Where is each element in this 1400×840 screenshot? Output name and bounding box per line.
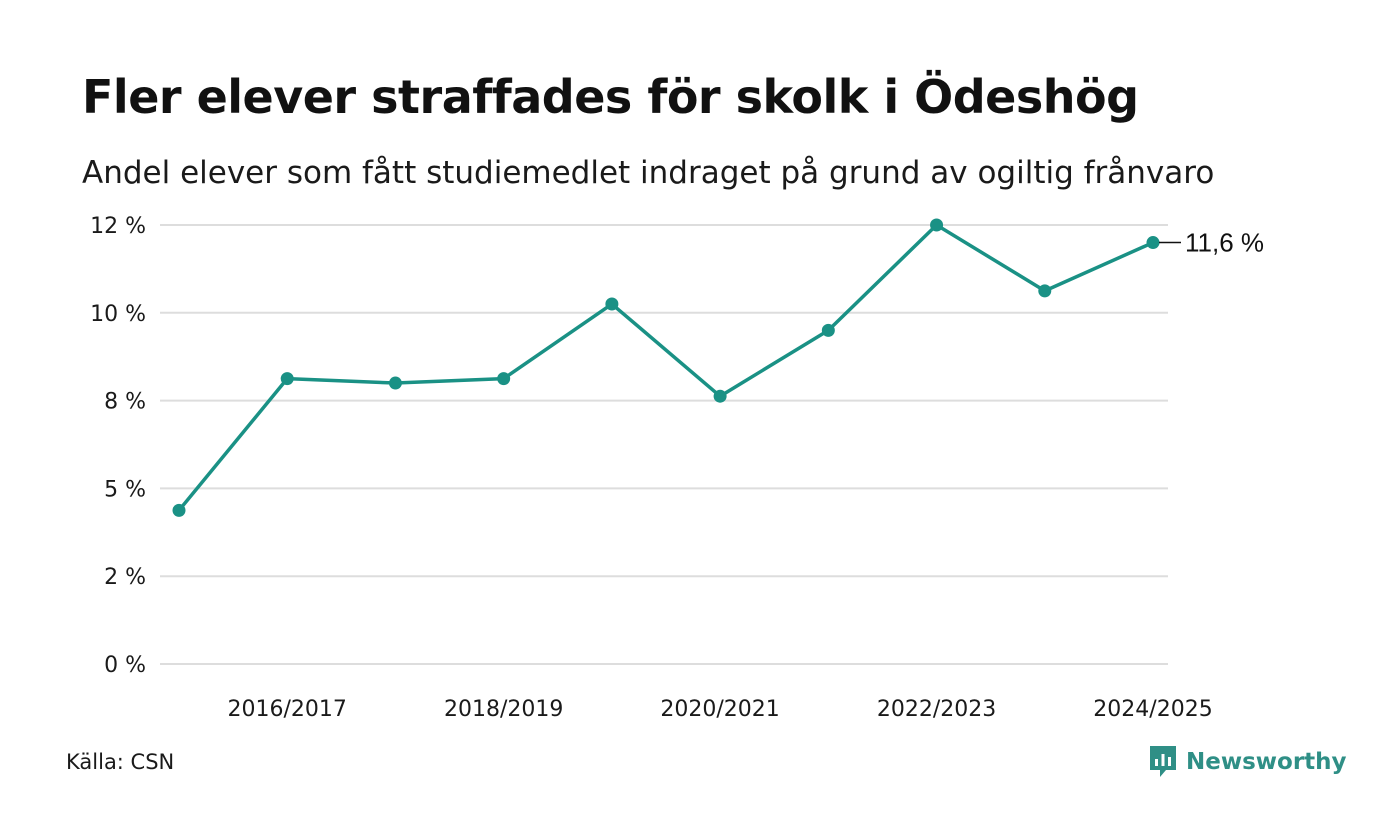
chart-subtitle: Andel elever som fått studiemedlet indra…: [82, 155, 1215, 191]
data-point: [930, 218, 944, 232]
data-point: [1038, 284, 1052, 298]
x-tick-label: 2024/2025: [1093, 697, 1212, 722]
y-tick-label: 12 %: [90, 214, 146, 239]
brand-name: Newsworthy: [1186, 749, 1347, 775]
x-tick-label: 2016/2017: [228, 697, 347, 722]
x-tick-label: 2022/2023: [877, 697, 996, 722]
data-point: [172, 503, 186, 517]
data-point: [821, 323, 835, 337]
chart-title: Fler elever straffades för skolk i Ödesh…: [82, 70, 1139, 124]
data-point: [497, 372, 511, 386]
y-tick-label: 8 %: [104, 390, 146, 415]
data-point: [713, 389, 727, 403]
source-note: Källa: CSN: [66, 750, 175, 774]
y-tick-label: 5 %: [104, 477, 146, 502]
series-line: [177, 223, 1155, 513]
data-point: [605, 297, 619, 311]
x-tick-label: 2018/2019: [444, 697, 563, 722]
y-tick-label: 10 %: [90, 302, 146, 327]
data-point: [1146, 236, 1160, 250]
y-tick-label: 0 %: [104, 653, 146, 678]
brand-logo: Newsworthy: [1148, 744, 1347, 780]
data-point: [388, 376, 402, 390]
data-point: [280, 372, 294, 386]
newsworthy-logo-icon: [1150, 746, 1176, 777]
y-tick-label: 2 %: [104, 565, 146, 590]
end-value-label: 11,6 %: [1185, 228, 1264, 258]
x-tick-label: 2020/2021: [660, 697, 779, 722]
